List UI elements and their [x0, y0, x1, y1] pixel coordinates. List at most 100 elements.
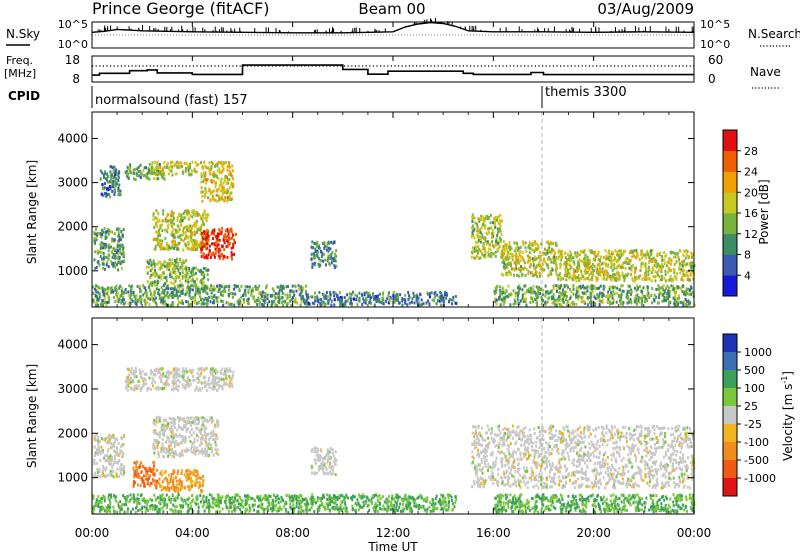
heatmap-cell: [140, 389, 142, 392]
heatmap-cell: [328, 242, 330, 245]
heatmap-cell: [643, 286, 645, 289]
heatmap-cell: [691, 265, 693, 268]
heatmap-cell: [553, 287, 555, 290]
nsearch-tick-top: 10^5: [700, 18, 730, 31]
heatmap-cell: [166, 244, 168, 247]
heatmap-cell: [382, 293, 384, 296]
heatmap-cell: [172, 384, 174, 387]
heatmap-cell: [187, 281, 189, 284]
heatmap-cell: [565, 266, 567, 269]
heatmap-cell: [587, 303, 589, 306]
heatmap-cell: [226, 200, 228, 203]
heatmap-cell: [114, 166, 116, 169]
heatmap-cell: [264, 299, 266, 302]
heatmap-cell: [248, 297, 250, 300]
heatmap-cell: [97, 304, 99, 307]
heatmap-cell: [480, 249, 482, 252]
heatmap-cell: [216, 382, 218, 385]
heatmap-cell: [233, 253, 235, 256]
heatmap-cell: [142, 284, 144, 287]
heatmap-cell: [613, 264, 615, 267]
heatmap-cell: [517, 259, 519, 262]
heatmap-cell: [546, 290, 548, 293]
heatmap-cell: [406, 303, 408, 306]
heatmap-cell: [655, 264, 657, 267]
heatmap-cell: [218, 386, 220, 389]
heatmap-cell: [507, 253, 509, 256]
heatmap-cell: [588, 266, 590, 269]
heatmap-cell: [121, 467, 123, 470]
heatmap-cell: [181, 371, 183, 374]
heatmap-cell: [372, 294, 374, 297]
heatmap-cell: [382, 297, 384, 300]
heatmap-cell: [316, 254, 318, 257]
heatmap-cell: [505, 247, 507, 250]
heatmap-cell: [106, 264, 108, 267]
heatmap-cell: [191, 445, 193, 448]
heatmap-cell: [570, 253, 572, 256]
heatmap-cell: [176, 248, 178, 251]
heatmap-cell: [677, 303, 679, 306]
heatmap-cell: [178, 236, 180, 239]
heatmap-cell: [159, 376, 161, 379]
heatmap-cell: [232, 234, 234, 237]
heatmap-cell: [97, 442, 99, 445]
heatmap-cell: [113, 449, 115, 452]
heatmap-cell: [522, 241, 524, 244]
heatmap-cell: [215, 434, 217, 437]
heatmap-cell: [333, 294, 335, 297]
heatmap-cell: [358, 292, 360, 295]
heatmap-cell: [119, 228, 121, 231]
heatmap-cell: [300, 290, 302, 293]
heatmap-cell: [202, 453, 204, 456]
heatmap-cell: [264, 295, 266, 298]
heatmap-cell: [190, 303, 192, 306]
heatmap-cell: [171, 246, 173, 249]
heatmap-cell: [522, 294, 524, 297]
heatmap-cell: [525, 274, 527, 277]
heatmap-cell: [183, 239, 185, 242]
heatmap-cell: [225, 175, 227, 178]
heatmap-cell: [194, 438, 196, 441]
heatmap-cell: [194, 230, 196, 233]
heatmap-cell: [112, 262, 114, 265]
heatmap-cell: [484, 256, 486, 259]
heatmap-cell: [103, 252, 105, 255]
heatmap-cell: [560, 278, 562, 281]
heatmap-cell: [330, 247, 332, 250]
heatmap-cell: [200, 440, 202, 443]
heatmap-cell: [196, 423, 198, 426]
heatmap-cell: [139, 295, 141, 298]
heatmap-cell: [330, 304, 332, 307]
heatmap-cell: [146, 301, 148, 304]
heatmap-cell: [189, 431, 191, 434]
heatmap-cell: [496, 234, 498, 237]
heatmap-cell: [97, 291, 99, 294]
heatmap-cell: [576, 267, 578, 270]
heatmap-cell: [677, 256, 679, 259]
heatmap-cell: [556, 244, 558, 247]
heatmap-cell: [182, 292, 184, 295]
heatmap-cell: [650, 294, 652, 297]
heatmap-cell: [205, 230, 207, 233]
heatmap-cell: [558, 291, 560, 294]
heatmap-cell: [93, 474, 95, 477]
heatmap-cell: [117, 189, 119, 192]
heatmap-cell: [93, 459, 95, 462]
heatmap-cell: [554, 251, 556, 254]
heatmap-cell: [109, 170, 111, 173]
heatmap-cell: [409, 302, 411, 305]
heatmap-cell: [526, 304, 528, 307]
heatmap-cell: [391, 297, 393, 300]
heatmap-cell: [421, 299, 423, 302]
heatmap-cell: [146, 291, 148, 294]
heatmap-cell: [651, 287, 653, 290]
heatmap-cell: [668, 294, 670, 297]
heatmap-cell: [97, 471, 99, 474]
heatmap-cell: [221, 368, 223, 371]
heatmap-cell: [640, 290, 642, 293]
heatmap-cell: [620, 266, 622, 269]
heatmap-cell: [185, 267, 187, 270]
heatmap-cell: [94, 438, 96, 441]
heatmap-cell: [190, 417, 192, 420]
